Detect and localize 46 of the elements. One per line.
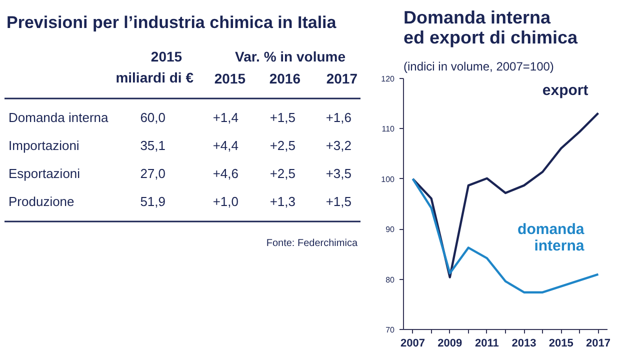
text: +4,4	[212, 138, 239, 153]
text: 2015	[150, 48, 182, 64]
line-series	[412, 178, 600, 294]
text: 35,1	[140, 138, 166, 153]
y-tick-label: 100	[381, 174, 396, 184]
x-tick-label: 2007	[400, 338, 426, 350]
y-tick-label: 110	[382, 124, 396, 134]
series-label: domanda interna	[518, 221, 585, 254]
source-note: Fonte: Federchimica	[266, 238, 358, 249]
x-tick-label: 2011	[475, 338, 499, 350]
x-tick-label: 2017	[586, 338, 610, 350]
x-tick-label: 2009	[438, 338, 462, 350]
text: +1,6	[326, 110, 352, 125]
text: +2,5	[270, 166, 296, 181]
y-tick-label: 120	[381, 74, 396, 84]
text: 2017	[326, 70, 358, 86]
text: 2015	[214, 70, 246, 86]
y-tick-label: 90	[386, 225, 396, 234]
y-tick-label: 80	[386, 275, 396, 284]
text: miliardi di €	[116, 70, 194, 86]
text: Previsioni per l’industria chimica in Italia	[6, 13, 337, 32]
x-tick-label: 2013	[512, 338, 536, 350]
text: +3,2	[326, 138, 352, 153]
text: +1,5	[270, 110, 296, 125]
text: +1,3	[270, 194, 296, 209]
text: 2016	[269, 70, 301, 86]
chart-title: Domanda interna ed export di chimica	[404, 8, 579, 48]
text: +4,6	[212, 166, 239, 181]
text: 60,0	[140, 110, 166, 125]
chart-subtitle: (indici in volume, 2007=100)	[404, 60, 554, 74]
y-tick-label: 70	[386, 326, 396, 334]
line-series	[412, 112, 600, 278]
x-tick-label: 2015	[548, 338, 574, 350]
text: Importazioni	[8, 138, 80, 153]
text: Esportazioni	[8, 166, 80, 181]
text: +3,5	[326, 166, 352, 181]
text: +1,5	[326, 194, 352, 209]
text: 51,9	[140, 194, 166, 209]
text: 27,0	[140, 166, 166, 181]
text: +1,0	[212, 194, 239, 209]
text: +2,5	[270, 138, 296, 153]
text: Produzione	[8, 194, 74, 209]
series-label: export	[542, 82, 588, 100]
text: Domanda interna	[8, 110, 109, 125]
text: +1,4	[212, 110, 239, 125]
text: Var. % in volume	[235, 48, 346, 64]
